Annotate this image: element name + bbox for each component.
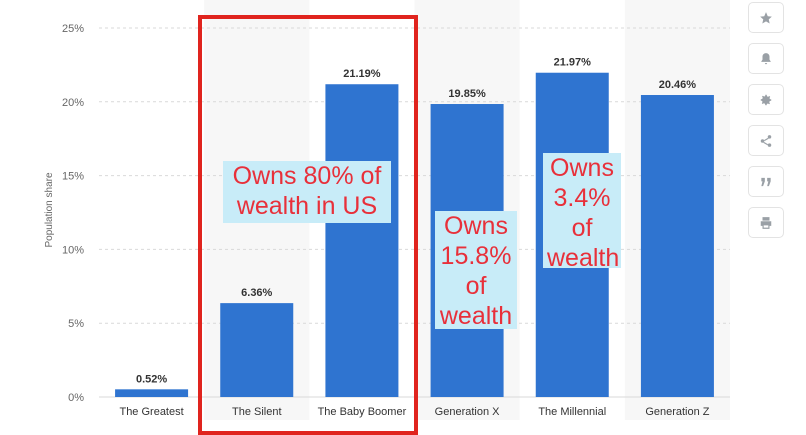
bell-icon [761, 52, 771, 64]
annotation-millennial-wealth: Owns 3.4% of wealth [543, 153, 621, 272]
value-label: 0.52% [136, 373, 167, 385]
y-tick-label: 0% [68, 392, 84, 404]
value-label: 20.46% [659, 79, 697, 91]
x-tick-labels: The Greatest The Silent The Baby Boomer Gen… [119, 406, 709, 418]
bar[interactable] [325, 84, 399, 398]
share-button[interactable] [748, 125, 784, 156]
bar[interactable] [115, 389, 189, 397]
value-label: 21.19% [343, 68, 381, 80]
y-axis-label: Population share [44, 172, 55, 247]
gear-icon [760, 94, 772, 105]
x-tick-label: The Silent [232, 406, 282, 418]
print-button[interactable] [748, 207, 784, 238]
highlight-box [198, 15, 418, 435]
x-tick-label: The Baby Boomer [318, 406, 407, 418]
notification-button[interactable] [748, 43, 784, 74]
value-label: 21.97% [554, 57, 592, 69]
y-tick-label: 25% [62, 23, 84, 35]
y-tick-label: 5% [68, 318, 84, 330]
star-icon [760, 11, 772, 24]
value-label: 6.36% [241, 287, 272, 299]
y-tick-label: 15% [62, 171, 84, 183]
y-tick-label: 20% [62, 97, 84, 109]
bar[interactable] [220, 303, 294, 397]
x-tick-label: Generation X [435, 406, 500, 418]
x-tick-label: The Millennial [538, 406, 606, 418]
print-icon [760, 216, 772, 229]
annotation-genx-wealth: Owns 15.8% of wealth [435, 211, 517, 330]
value-labels: 0.52% 6.36% 21.19% 19.85% 21.97% 20.46% [136, 57, 696, 386]
y-tick-label: 10% [62, 244, 84, 256]
quote-icon [761, 177, 771, 186]
y-tick-labels: 0% 5% 10% 15% 20% 25% [62, 23, 84, 404]
favorite-button[interactable] [748, 2, 784, 33]
share-icon [760, 134, 772, 147]
settings-button[interactable] [748, 84, 784, 115]
value-label: 19.85% [448, 88, 486, 100]
sidebar-toolbar [748, 0, 788, 238]
x-tick-label: Generation Z [645, 406, 709, 418]
x-tick-label: The Greatest [119, 406, 183, 418]
cite-button[interactable] [748, 166, 784, 197]
bar[interactable] [640, 95, 714, 397]
annotation-boomer-wealth: Owns 80% of wealth in US [223, 161, 391, 223]
